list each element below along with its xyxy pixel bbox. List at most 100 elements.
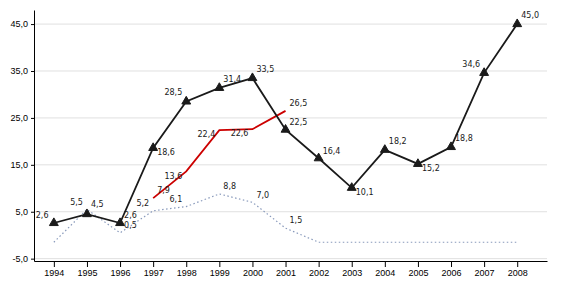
x-tick: 2000: [243, 261, 263, 278]
x-tick: 2005: [408, 261, 428, 278]
x-tick: 2004: [375, 261, 395, 278]
x-tick-mark: [186, 261, 187, 267]
x-tick-label: 2005: [408, 268, 428, 278]
x-tick: 2003: [342, 261, 362, 278]
x-tick: 2008: [508, 261, 528, 278]
x-tick: 2007: [475, 261, 495, 278]
grid-line: [34, 164, 547, 165]
x-tick: 2001: [276, 261, 296, 278]
data-label: 28,5: [164, 88, 182, 97]
y-tick: 25,0: [10, 113, 34, 123]
data-label: 15,2: [422, 164, 440, 173]
data-label: 18,8: [455, 134, 473, 143]
x-tick-label: 2003: [342, 268, 362, 278]
y-tick-label: 45,0: [10, 19, 28, 29]
y-tick-mark: [31, 212, 34, 213]
x-tick-mark: [352, 261, 353, 267]
data-label: 31,4: [223, 75, 241, 84]
grid-line: [34, 70, 547, 71]
x-tick-label: 1996: [111, 268, 131, 278]
y-tick: 45,0: [10, 19, 34, 29]
y-tick: 35,0: [10, 66, 34, 76]
x-tick: 1998: [177, 261, 197, 278]
grid: [34, 24, 547, 259]
data-label: 26,5: [290, 99, 308, 108]
y-tick-mark: [31, 165, 34, 166]
marker: [248, 73, 257, 81]
x-axis-line: [35, 261, 548, 262]
grid-line: [34, 211, 547, 212]
x-tick-mark: [385, 261, 386, 267]
y-tick-mark: [31, 71, 34, 72]
data-label: 33,5: [256, 65, 274, 74]
data-label: 4,5: [91, 200, 104, 209]
series-line: [54, 194, 517, 242]
y-axis-line: [34, 11, 35, 262]
y-tick-mark: [31, 118, 34, 119]
chart: 1994 1995 1996 1997 1998 1999 2000 2001 2002 2003…: [0, 0, 561, 283]
data: [49, 19, 521, 242]
x-tick-mark: [418, 261, 419, 267]
x-tick-label: 2008: [508, 268, 528, 278]
data-label: 10,1: [356, 188, 374, 197]
data-label: 18,6: [157, 148, 175, 157]
data-label: 0,5: [124, 221, 137, 230]
data-label: 22,5: [290, 118, 308, 127]
x-tick-label: 1999: [210, 268, 230, 278]
data-label: 18,2: [389, 137, 407, 146]
x-tick-mark: [484, 261, 485, 267]
x-tick-label: 2007: [475, 268, 495, 278]
data-labels: 2,64,52,618,628,531,433,522,516,410,118,…: [36, 11, 539, 230]
x-tick: 2002: [309, 261, 329, 278]
x-tick-label: 1995: [77, 268, 97, 278]
data-label: 16,4: [323, 147, 341, 156]
data-label: 7,9: [157, 186, 170, 195]
x-tick-label: 2000: [243, 268, 263, 278]
x-tick: 1997: [144, 261, 164, 278]
x-tick-label: 1998: [177, 268, 197, 278]
y-tick-label: 25,0: [10, 113, 28, 123]
data-label: 45,0: [521, 11, 539, 20]
x-tick-mark: [451, 261, 452, 267]
data-label: 13,6: [164, 172, 182, 181]
marker: [380, 145, 389, 153]
x-tick-mark: [286, 261, 287, 267]
grid-line: [34, 258, 547, 259]
marker: [513, 19, 522, 27]
data-label: 22,6: [231, 129, 249, 138]
data-label: 22,4: [198, 130, 216, 139]
x-tick-mark: [219, 261, 220, 267]
data-label: 1,5: [290, 216, 303, 225]
x-tick-mark: [153, 261, 154, 267]
y-tick: 5,0: [15, 207, 34, 217]
grid-line: [34, 24, 547, 25]
x-tick-label: 2002: [309, 268, 329, 278]
x-tick: 1995: [77, 261, 97, 278]
y-axis: -5,0 5,0 15,0 25,0 35,0 45,0: [10, 11, 34, 265]
marker: [480, 68, 489, 76]
x-tick-mark: [54, 261, 55, 267]
marker: [215, 83, 224, 91]
data-label: 5,2: [136, 199, 149, 208]
y-tick-label: 35,0: [10, 66, 28, 76]
y-tick-mark: [31, 259, 34, 260]
x-tick: 2006: [442, 261, 462, 278]
y-tick-label: 15,0: [10, 160, 28, 170]
x-tick-label: 1994: [44, 268, 64, 278]
y-tick: -5,0: [12, 254, 34, 264]
x-tick-label: 2006: [442, 268, 462, 278]
x-tick-label: 2001: [276, 268, 296, 278]
series-line: [153, 111, 285, 198]
x-tick: 1994: [44, 261, 64, 278]
marker: [182, 96, 191, 104]
series-line: [54, 24, 517, 223]
plot: 1994 1995 1996 1997 1998 1999 2000 2001 2002 2003…: [10, 11, 547, 279]
data-label: 6,1: [170, 195, 183, 204]
x-tick-mark: [120, 261, 121, 267]
data-label: 7,0: [256, 191, 269, 200]
x-tick-label: 2004: [375, 268, 395, 278]
marker: [49, 218, 58, 226]
marker: [447, 142, 456, 150]
x-tick-mark: [252, 261, 253, 267]
x-tick-label: 1997: [144, 268, 164, 278]
